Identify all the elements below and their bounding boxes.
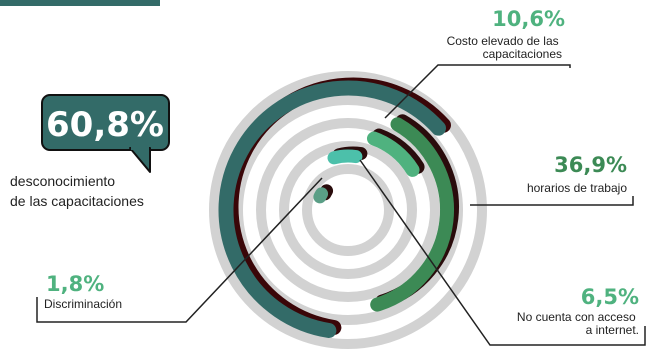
leader-line-discriminacion (36, 177, 323, 323)
value-label-discriminacion: 1,8% (46, 272, 104, 296)
leader-line-internet (359, 159, 646, 346)
category-label-discriminacion: Discriminación (44, 297, 122, 311)
ring-4 (279, 141, 417, 279)
bubble-body (41, 94, 170, 151)
arc-desconocimiento (218, 80, 446, 338)
leader-line-costo (384, 64, 571, 119)
arc-internet (327, 149, 363, 165)
label-desconocimiento-line2: de las capacitaciones (10, 193, 144, 209)
bubble-tail-joint (131, 146, 149, 150)
arc-horarios (370, 117, 454, 312)
arc-costo (366, 131, 420, 177)
value-label-internet: 6,5% (581, 285, 639, 309)
category-label-costo: Costo elevado de las capacitaciones (447, 34, 562, 61)
category-label-horarios: horarios de trabajo (527, 181, 627, 195)
bubble-tail (129, 147, 151, 173)
header-banner-fragment (0, 0, 160, 6)
label-internet-line2: a internet. (586, 323, 639, 337)
label-costo-line1: Costo elevado de las (447, 34, 559, 48)
ring-3 (256, 118, 440, 302)
arc-layer (218, 77, 459, 338)
ring-grid (209, 71, 487, 349)
arc-discriminacion (313, 187, 329, 204)
category-label-internet: No cuenta con acceso a internet. (517, 310, 639, 337)
value-label-costo: 10,6% (492, 7, 565, 31)
label-desconocimiento-line1: desconocimiento (10, 173, 115, 189)
value-label-horarios: 36,9% (554, 153, 627, 177)
ring-1 (209, 71, 487, 349)
ring-5 (302, 164, 394, 256)
leader-lines (36, 64, 646, 346)
value-label-desconocimiento: 60,8% (46, 105, 164, 145)
callout-bubble: 60,8% (41, 94, 170, 173)
category-label-desconocimiento: desconocimiento de las capacitaciones (10, 173, 144, 209)
label-costo-line2: capacitaciones (483, 47, 562, 61)
leader-line-horarios (470, 196, 634, 206)
label-internet-line1: No cuenta con acceso (517, 310, 636, 324)
